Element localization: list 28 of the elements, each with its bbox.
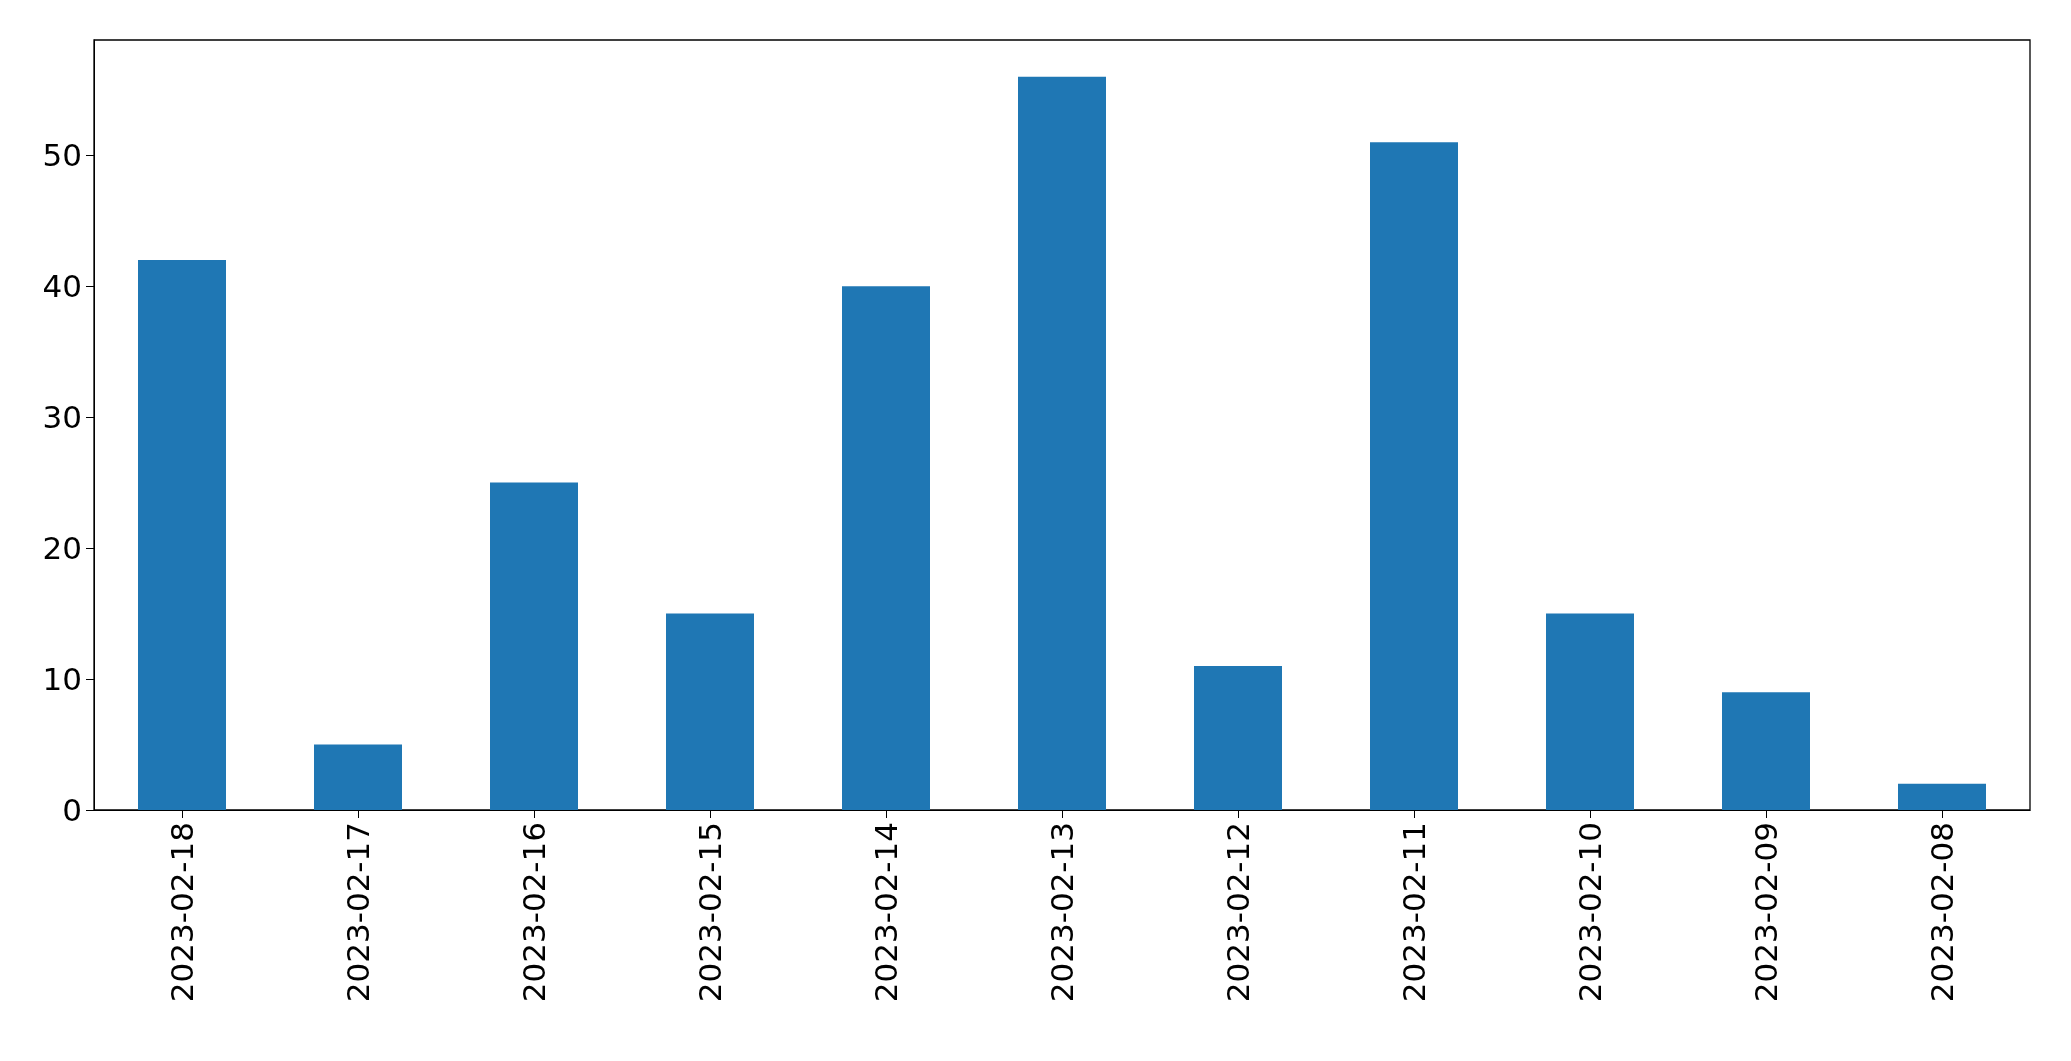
bar — [1722, 692, 1810, 810]
bar — [1194, 665, 1282, 810]
x-tick-label: 2023-02-11 — [1396, 822, 1432, 1003]
x-tick-label: 2023-02-12 — [1220, 822, 1256, 1003]
x-tick-label: 2023-02-09 — [1748, 822, 1784, 1003]
bar — [1546, 613, 1634, 810]
x-tick-label: 2023-02-16 — [516, 822, 552, 1003]
bar — [314, 744, 402, 810]
y-tick-label: 50 — [42, 137, 82, 174]
y-tick-label: 40 — [42, 268, 82, 305]
y-tick-label: 10 — [42, 661, 82, 698]
y-tick-label: 0 — [62, 792, 82, 828]
bar — [490, 482, 578, 810]
y-tick-label: 30 — [42, 399, 82, 436]
bar — [1370, 142, 1458, 810]
x-tick-label: 2023-02-17 — [340, 822, 376, 1003]
x-tick-label: 2023-02-13 — [1044, 822, 1080, 1003]
x-tick-label: 2023-02-10 — [1572, 822, 1608, 1003]
x-tick-label: 2023-02-18 — [164, 822, 200, 1003]
bar — [1898, 783, 1986, 810]
x-tick-label: 2023-02-14 — [868, 822, 904, 1003]
y-tick-label: 20 — [42, 530, 82, 567]
x-tick-label: 2023-02-08 — [1924, 822, 1960, 1003]
bar — [842, 286, 930, 810]
x-tick-label: 2023-02-15 — [692, 822, 728, 1003]
bar — [666, 613, 754, 810]
bar — [1018, 76, 1106, 810]
bar — [138, 260, 226, 810]
